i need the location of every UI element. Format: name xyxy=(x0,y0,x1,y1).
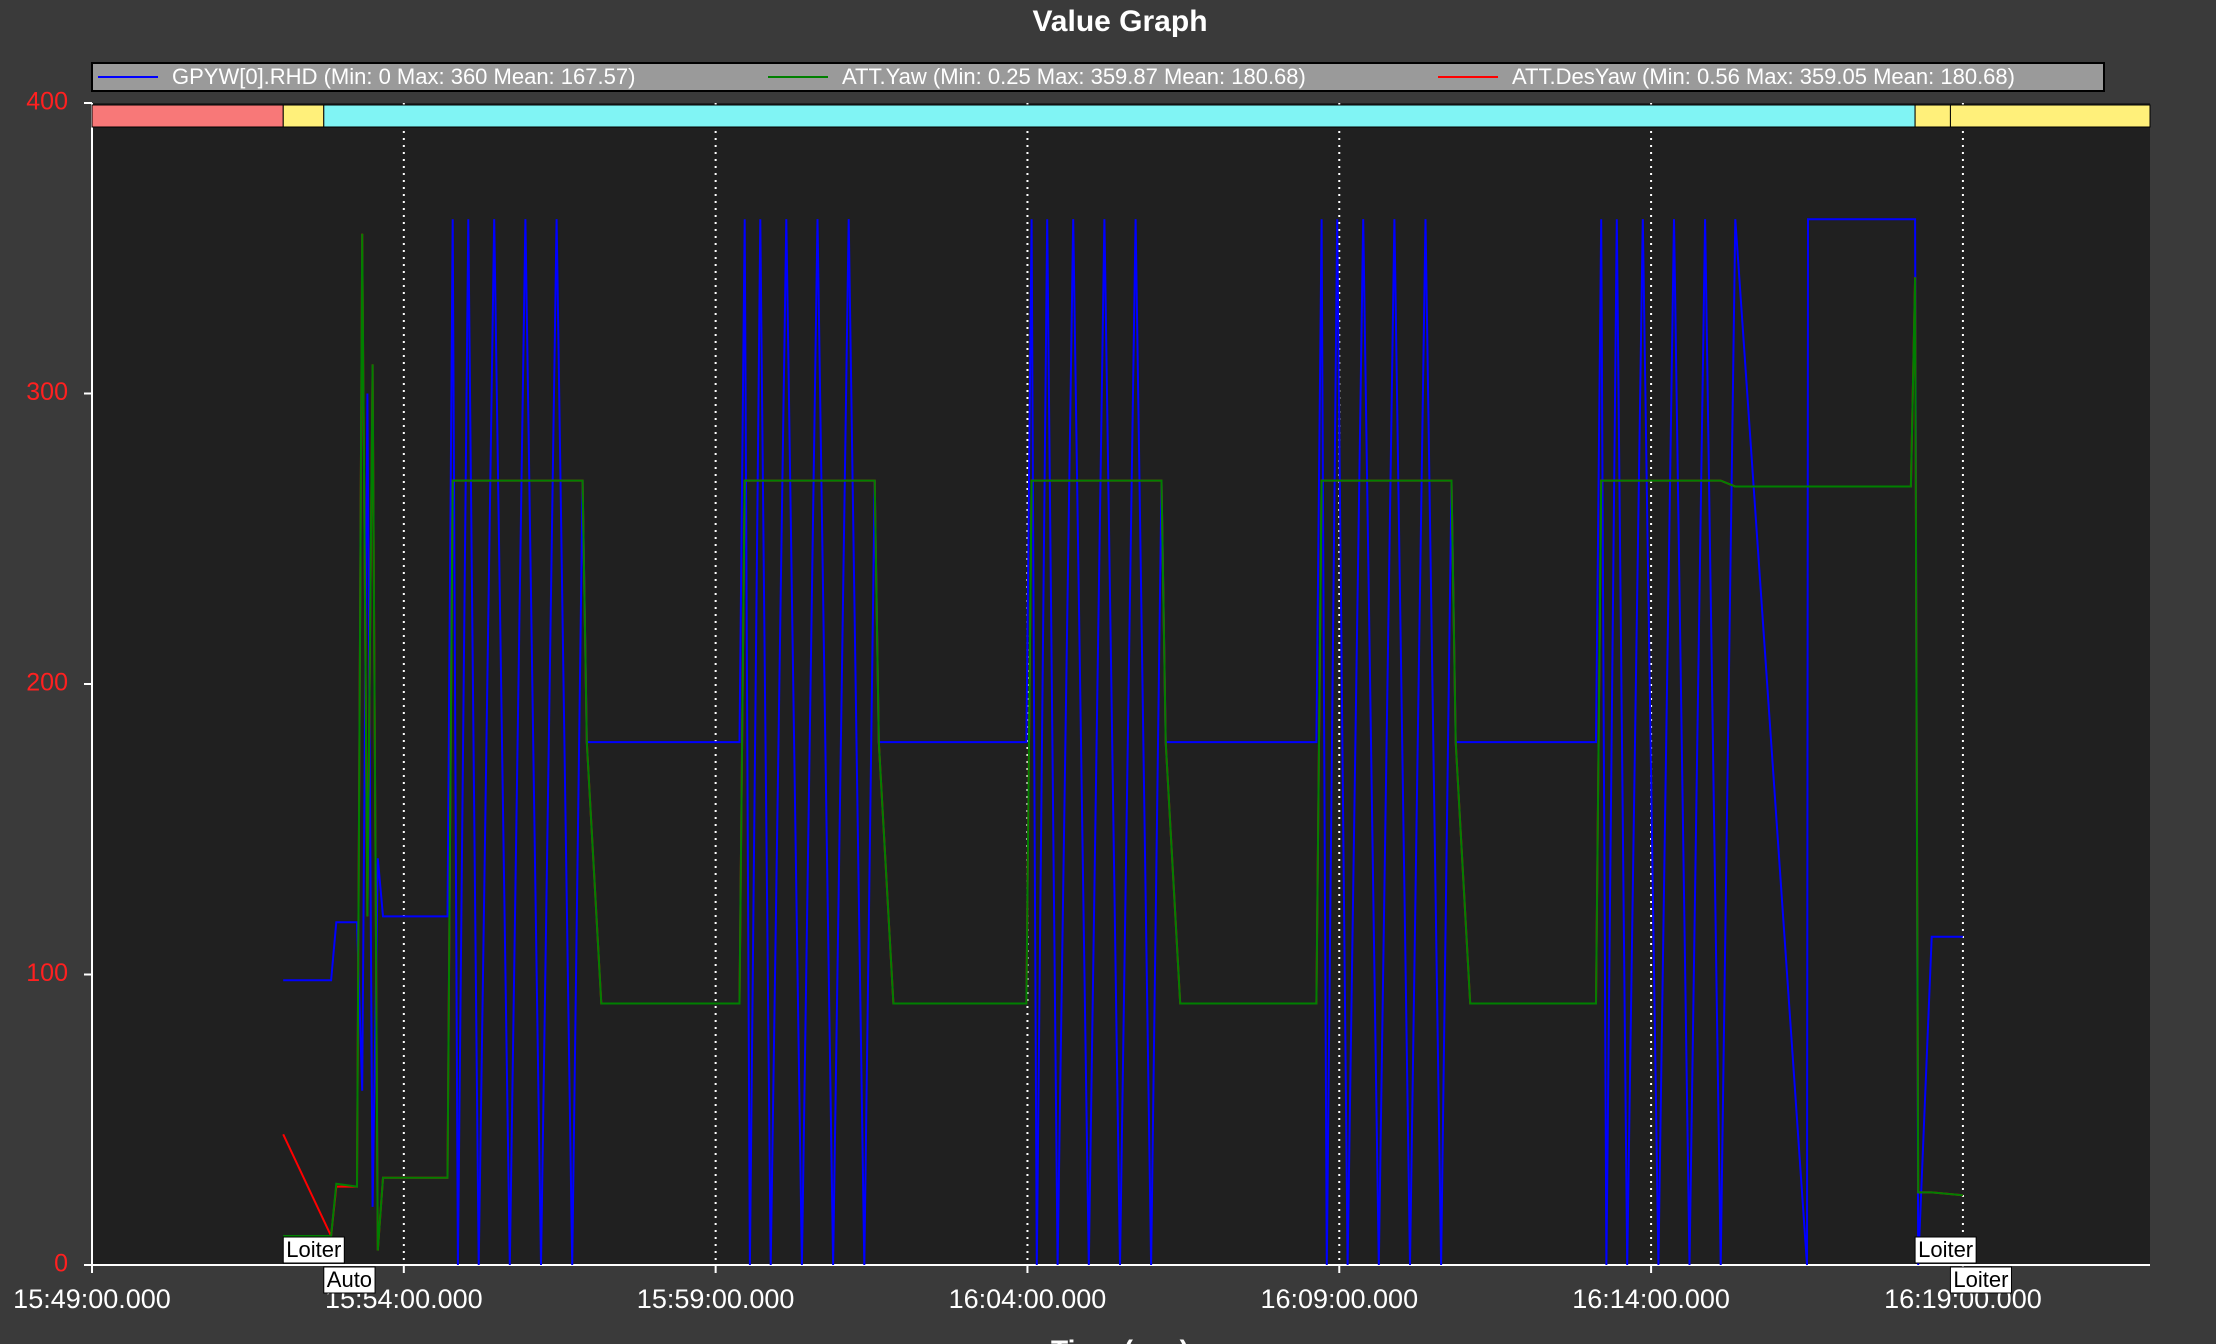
y-tick-label: 200 xyxy=(26,669,68,697)
mode-label-box xyxy=(282,1236,345,1264)
y-tick-label: 400 xyxy=(26,88,68,116)
series-line xyxy=(283,233,1963,1251)
legend-label: ATT.DesYaw (Min: 0.56 Max: 359.05 Mean: … xyxy=(1512,64,2015,89)
mode-label-box xyxy=(1949,1266,2012,1294)
legend-label: GPYW[0].RHD (Min: 0 Max: 360 Mean: 167.5… xyxy=(172,64,635,89)
mode-segment xyxy=(91,104,284,128)
x-tick-label: 16:04:00.000 xyxy=(949,1284,1107,1314)
x-tick-label: 16:14:00.000 xyxy=(1572,1284,1730,1314)
chart-title: Value Graph xyxy=(1032,5,1207,38)
mode-label: Loiter xyxy=(286,1237,341,1262)
mode-annotation: Loiter xyxy=(1914,1236,1977,1264)
series-line xyxy=(283,218,1963,1266)
mode-annotation: Auto xyxy=(323,1266,376,1294)
mode-label: Loiter xyxy=(1918,1237,1973,1262)
x-axis-title: Time (sec) xyxy=(1051,1334,1189,1344)
legend xyxy=(91,62,2105,92)
x-tick-label: 16:09:00.000 xyxy=(1260,1284,1418,1314)
mode-label-box xyxy=(1914,1236,1977,1264)
mode-label: Loiter xyxy=(1953,1267,2008,1292)
mode-segment xyxy=(323,104,1916,128)
legend-label: ATT.Yaw (Min: 0.25 Max: 359.87 Mean: 180… xyxy=(842,64,1306,89)
mode-label-box xyxy=(323,1266,376,1294)
x-tick-label: 15:49:00.000 xyxy=(13,1284,171,1314)
mode-segment xyxy=(1914,104,1951,128)
mode-annotation: Loiter xyxy=(282,1236,345,1264)
x-tick-label: 15:59:00.000 xyxy=(637,1284,795,1314)
mode-segment xyxy=(1949,104,2151,128)
y-tick-label: 300 xyxy=(26,378,68,406)
mode-segment xyxy=(282,104,325,128)
y-tick-label: 0 xyxy=(54,1250,68,1278)
mode-annotation: Loiter xyxy=(1949,1266,2012,1294)
plot-area xyxy=(92,103,2150,1265)
y-tick-label: 100 xyxy=(26,959,68,987)
mode-label: Auto xyxy=(327,1267,372,1292)
